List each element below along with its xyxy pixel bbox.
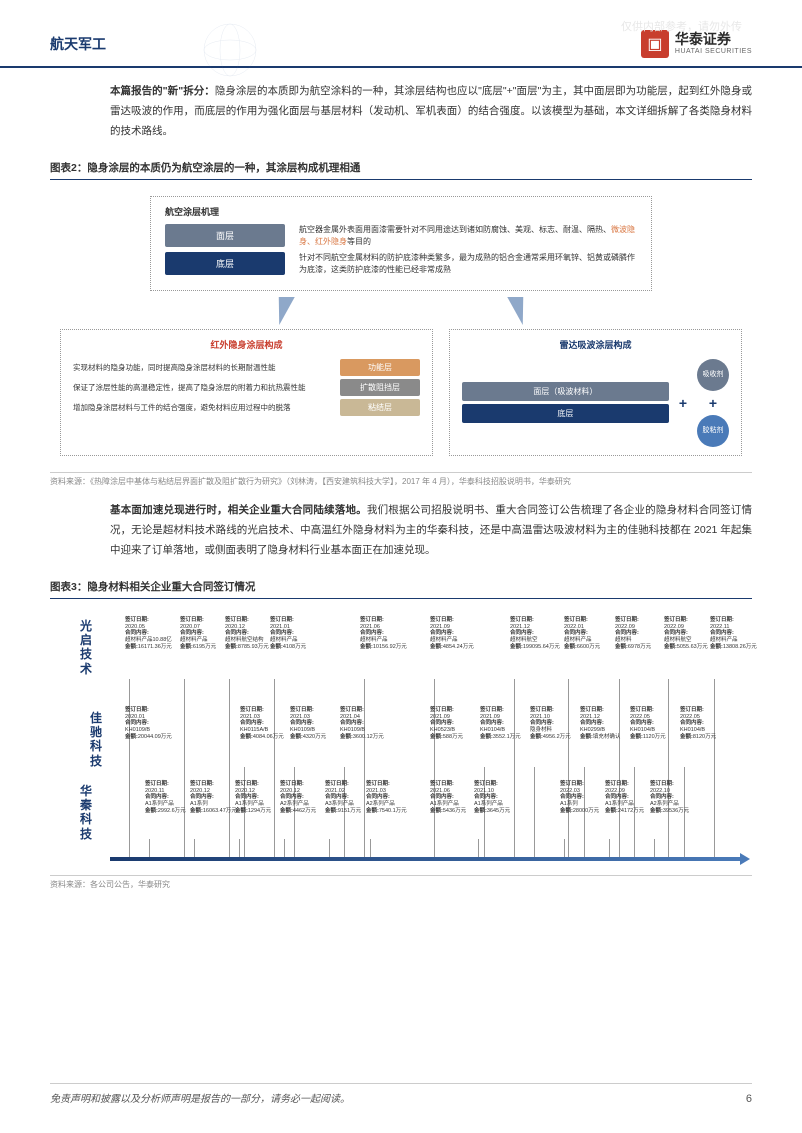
d2-box-base: 底层 — [165, 252, 285, 275]
timeline-event: 签订日期:2021.10合同内容:隐身材料金额:4956.2万元 — [530, 707, 580, 741]
page-header: 航天军工 ▣ 华泰证券 HUATAI SECURITIES — [0, 0, 802, 68]
timeline-event: 签订日期:2021.04合同内容:KH0109/B金额:3600.12万元 — [340, 707, 390, 741]
timeline-event: 签订日期:2021.01合同内容:超材料产品金额:4108万元 — [270, 617, 320, 651]
timeline-event: 签订日期:2020.12合同内容:超材料航空结构金额:8785.93万元 — [225, 617, 275, 651]
timeline-axis — [110, 857, 742, 861]
company1-label: 光启技术 — [80, 619, 96, 677]
timeline-event: 签订日期:2020.12合同内容:A1系列产品金额:1294万元 — [235, 781, 285, 815]
d2-desc-top: 航空器金属外表面用面漆需要针对不同用途达到诸如防腐蚀、美观、标志、耐温、隔热、微… — [299, 224, 637, 248]
logo-cn: 华泰证券 — [675, 32, 752, 47]
page-footer: 免责声明和披露以及分析师声明是报告的一部分，请务必一起阅读。 6 — [50, 1083, 752, 1105]
timeline-event: 签订日期:2020.07合同内容:超材料产品金额:6195万元 — [180, 617, 230, 651]
timeline-event: 签订日期:2020.05合同内容:超材料产品10.88亿金额:16171.36万… — [125, 617, 175, 651]
arrow-right-icon — [507, 297, 531, 325]
figure2-diagram: 航空涂层机理 面层 航空器金属外表面用面漆需要针对不同用途达到诸如防腐蚀、美观、… — [50, 190, 752, 466]
company-logo: ▣ 华泰证券 HUATAI SECURITIES — [641, 30, 752, 58]
d2-top-title: 航空涂层机理 — [165, 205, 637, 218]
timeline-event: 签订日期:2020.12合同内容:A2系列产品金额:4462万元 — [280, 781, 330, 815]
timeline-event: 签订日期:2021.09合同内容:超材料产品金额:4854.24万元 — [430, 617, 480, 651]
d2-left-row: 实现材料的隐身功能，同时提高隐身涂层材料的长期耐温性能功能层 — [73, 359, 420, 376]
timeline-event: 签订日期:2021.10合同内容:A1系列产品金额:3645万元 — [474, 781, 524, 815]
company2-label: 佳驰科技 — [90, 711, 106, 769]
timeline-event: 签订日期:2021.09合同内容:KH0104/B金额:3552.1万元 — [480, 707, 530, 741]
d2-right-box1: 面层（吸波材料） — [462, 382, 669, 401]
timeline-event: 签订日期:2022.09合同内容:超材料航空金额:5055.63万元 — [664, 617, 714, 651]
figure3-source: 资料来源：各公司公告，华泰研究 — [50, 875, 752, 890]
d2-left-row: 增加隐身涂层材料与工件的结合强度，避免材料应用过程中的脱落粘结层 — [73, 399, 420, 416]
timeline-event: 签订日期:2022.05合同内容:KH0104/B金额:1120万元 — [630, 707, 680, 741]
figure3-timeline: 光启技术 佳驰科技 华秦科技 签订日期:2020.05合同内容:超材料产品10.… — [50, 609, 752, 869]
timeline-event: 签订日期:2021.09合同内容:KH0523/B金额:588万元 — [430, 707, 480, 741]
timeline-event: 签订日期:2021.12合同内容:KH0299/B金额:填充材确认 — [580, 707, 630, 741]
arrow-left-icon — [271, 297, 295, 325]
timeline-event: 签订日期:2020.12合同内容:A1系列金额:16063.47万元 — [190, 781, 240, 815]
category-title: 航天军工 — [50, 34, 106, 54]
timeline-event: 签订日期:2021.03合同内容:A2系列产品金额:7540.1万元 — [366, 781, 416, 815]
plus-icon: + — [679, 395, 687, 411]
paragraph-2: 基本面加速兑现进行时，相关企业重大合同陆续落地。我们根据公司招股说明书、重大合同… — [50, 501, 752, 561]
timeline-event: 签订日期:2020.11合同内容:A1系列产品金额:2992.6万元 — [145, 781, 195, 815]
timeline-event: 签订日期:2020.01合同内容:KH0109/B金额:20044.09万元 — [125, 707, 175, 741]
d2-left-title: 红外隐身涂层构成 — [73, 338, 420, 351]
timeline-event: 签订日期:2021.06合同内容:超材料产品金额:10156.92万元 — [360, 617, 410, 651]
timeline-event: 签订日期:2022.05合同内容:KH0104/B金额:8120万元 — [680, 707, 730, 741]
figure2-title: 图表2：隐身涂层的本质仍为航空涂层的一种，其涂层构成机理相通 — [50, 154, 752, 180]
company3-label: 华秦科技 — [80, 784, 96, 842]
timeline-event: 签订日期:2021.12合同内容:超材料航空金额:199095.64万元 — [510, 617, 560, 651]
logo-icon: ▣ — [641, 30, 669, 58]
d2-circle1: 吸收剂 — [697, 359, 729, 391]
timeline-event: 签订日期:2021.03合同内容:KH0115A/B金额:4084.06万元 — [240, 707, 290, 741]
d2-box-surface: 面层 — [165, 224, 285, 247]
d2-left-row: 保证了涂层性能的高温稳定性，提高了隐身涂层的附着力和抗热震性能扩散阻挡层 — [73, 379, 420, 396]
watermark-text: 仅供内部参考，请勿外传 — [621, 18, 742, 34]
d2-right-box2: 底层 — [462, 404, 669, 423]
globe-decoration — [200, 20, 260, 80]
timeline-event: 签订日期:2022.10合同内容:A2系列产品金额:39536万元 — [650, 781, 700, 815]
paragraph-1: 本篇报告的"新"拆分：隐身涂层的本质即为航空涂料的一种，其涂层结构也应以"底层"… — [50, 82, 752, 142]
timeline-event: 签订日期:2021.03合同内容:KH0109/B金额:4320万元 — [290, 707, 340, 741]
plus-icon-2: + — [709, 395, 717, 411]
d2-right-title: 雷达吸波涂层构成 — [462, 338, 729, 351]
d2-desc-bot: 针对不同航空金属材料的防护底漆种类繁多，最为成熟的铝合金通常采用环氧锌、铝黄或磷… — [299, 252, 637, 276]
timeline-event: 签订日期:2021.06合同内容:A1系列产品金额:5436万元 — [430, 781, 480, 815]
timeline-event: 签订日期:2022.03合同内容:A1系列金额:28000万元 — [560, 781, 610, 815]
disclaimer-text: 免责声明和披露以及分析师声明是报告的一部分，请务必一起阅读。 — [50, 1090, 350, 1105]
d2-circle2: 胶粘剂 — [697, 415, 729, 447]
figure2-source: 资料来源：《热障涂层中基体与粘结层界面扩散及阻扩散行为研究》（刘林涛，【西安建筑… — [50, 472, 752, 487]
timeline-event: 签订日期:2022.09合同内容:A1系列产品金额:24172万元 — [605, 781, 655, 815]
timeline-event: 签订日期:2022.09合同内容:超材料金额:6978万元 — [615, 617, 665, 651]
page-number: 6 — [746, 1093, 752, 1105]
logo-en: HUATAI SECURITIES — [675, 48, 752, 56]
timeline-event: 签订日期:2022.01合同内容:超材料产品金额:6600万元 — [564, 617, 614, 651]
figure3-title: 图表3：隐身材料相关企业重大合同签订情况 — [50, 573, 752, 599]
timeline-event: 签订日期:2022.11合同内容:超材料产品金额:13808.26万元 — [710, 617, 760, 651]
